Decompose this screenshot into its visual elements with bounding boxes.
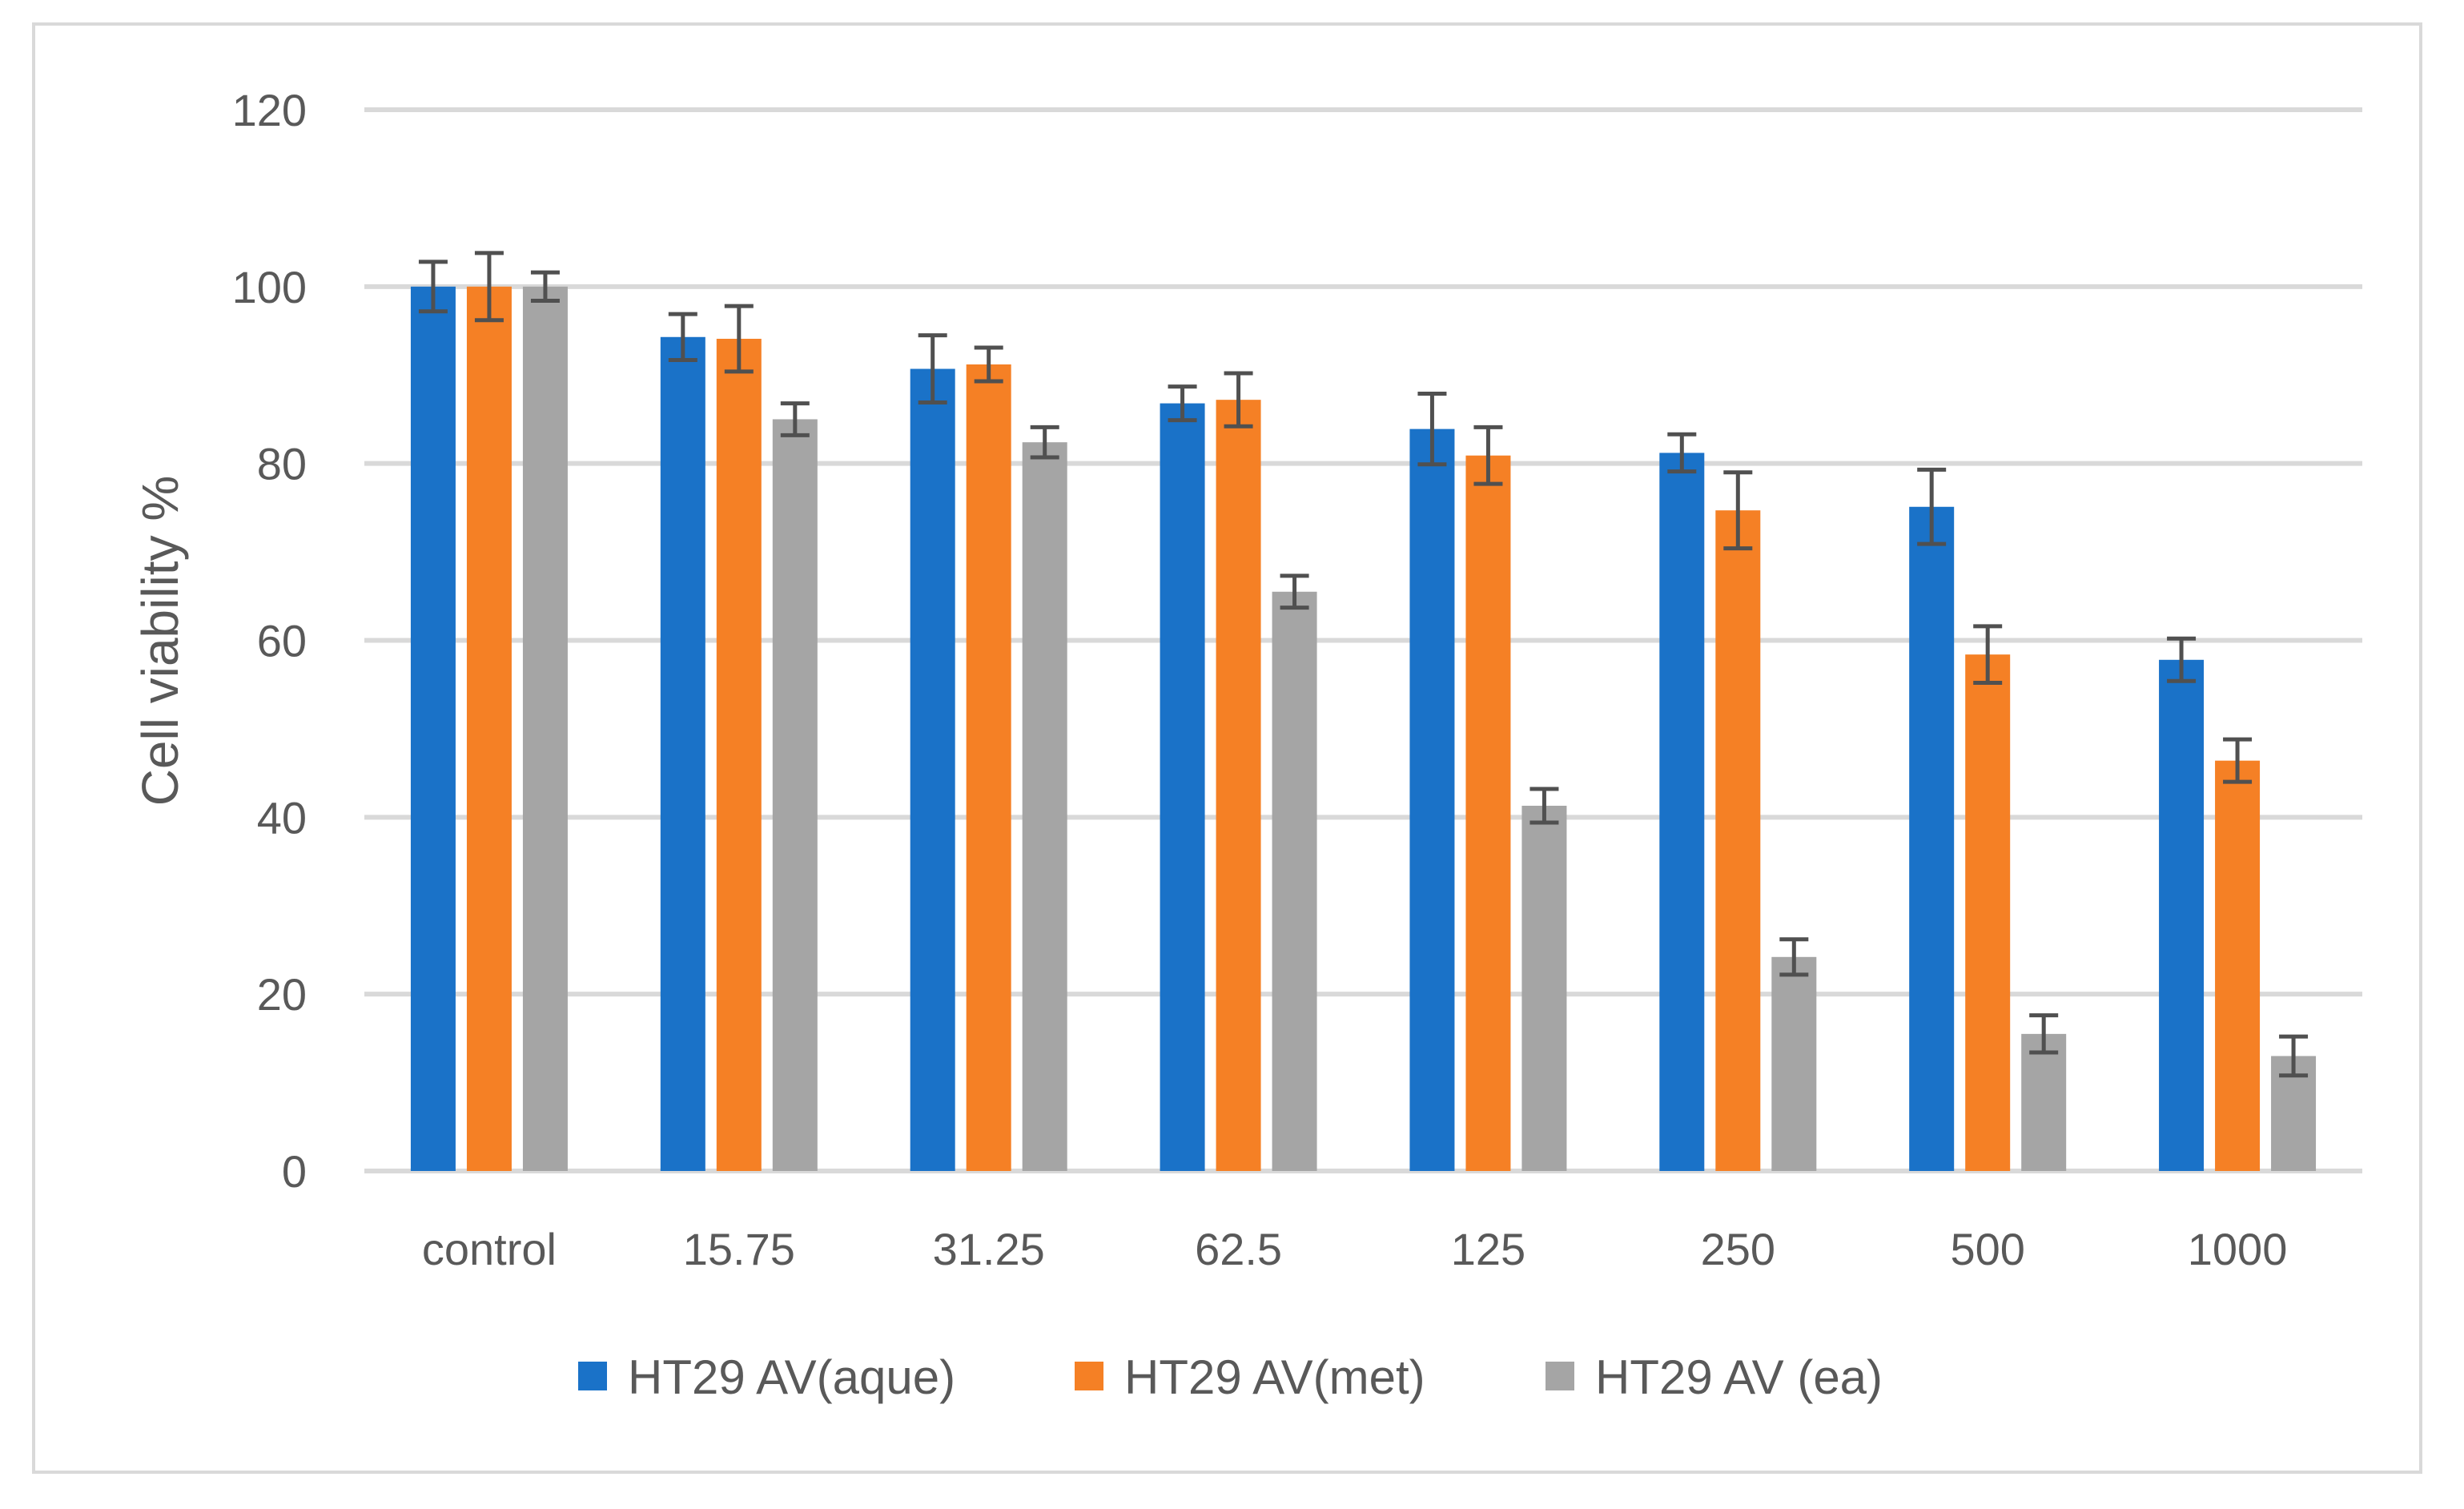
legend-swatch — [1075, 1362, 1103, 1390]
y-tick-label: 120 — [232, 85, 307, 135]
error-bar — [418, 260, 448, 314]
bar-3-125 — [1521, 805, 1567, 1171]
y-axis-title: Cell viability % — [131, 476, 189, 807]
error-bar — [724, 304, 754, 374]
error-bars — [418, 251, 2309, 1078]
error-bar — [2029, 1013, 2059, 1055]
x-tick-label: 500 — [1950, 1224, 2024, 1274]
error-bar — [1280, 573, 1309, 610]
bar-1-125 — [1409, 429, 1455, 1171]
bar-2-31_25 — [966, 364, 1011, 1171]
error-bar — [780, 401, 810, 437]
error-bar — [1723, 470, 1753, 551]
x-tick-label: 31.25 — [933, 1224, 1045, 1274]
x-tick-label: 1000 — [2188, 1224, 2288, 1274]
legend-label: HT29 AV(met) — [1124, 1350, 1425, 1404]
y-axis-ticks: 0 20 40 60 80 100 120 — [232, 85, 307, 1197]
error-bar — [1667, 432, 1697, 474]
bar-2-1000 — [2215, 760, 2261, 1171]
error-bar — [974, 345, 1003, 384]
bars — [410, 286, 2317, 1172]
x-tick-label: control — [422, 1224, 557, 1274]
error-bar — [918, 333, 947, 404]
legend: HT29 AV(aque) HT29 AV(met) HT29 AV (ea) — [578, 1350, 1883, 1404]
bar-2-62_5 — [1216, 400, 1261, 1172]
error-bar — [2167, 636, 2197, 683]
legend-item: HT29 AV (ea) — [1546, 1350, 1883, 1404]
error-bar — [1973, 624, 2003, 685]
legend-label: HT29 AV(aque) — [628, 1350, 955, 1404]
y-tick-label: 80 — [257, 439, 307, 489]
y-tick-label: 40 — [257, 792, 307, 843]
bar-1-1000 — [2159, 659, 2205, 1171]
legend-swatch — [578, 1362, 607, 1390]
bar-3-62_5 — [1272, 591, 1317, 1171]
error-bar — [1224, 371, 1253, 429]
bar-1-62_5 — [1160, 403, 1205, 1171]
legend-item: HT29 AV(met) — [1075, 1350, 1425, 1404]
x-axis-ticks: control 15.75 31.25 62.5 125 250 500 1000 — [422, 1224, 2287, 1274]
bar-2-control — [466, 286, 512, 1171]
bar-1-15_75 — [660, 336, 705, 1171]
error-bar — [1168, 384, 1197, 423]
error-bar — [1030, 425, 1059, 460]
error-bar — [668, 312, 697, 362]
bar-3-250 — [1771, 956, 1817, 1171]
bar-3-31_25 — [1022, 442, 1067, 1171]
y-tick-label: 100 — [232, 262, 307, 312]
x-tick-label: 250 — [1701, 1224, 1775, 1274]
error-bar — [2279, 1034, 2309, 1078]
error-bar — [2223, 737, 2253, 784]
bar-3-500 — [2021, 1033, 2067, 1171]
bar-2-15_75 — [716, 338, 762, 1172]
error-bar — [1917, 467, 1947, 546]
bar-1-500 — [1909, 506, 1955, 1171]
bar-2-250 — [1715, 510, 1761, 1171]
bar-3-15_75 — [772, 419, 818, 1171]
x-tick-label: 62.5 — [1195, 1224, 1282, 1274]
legend-label: HT29 AV (ea) — [1595, 1350, 1883, 1404]
bar-2-125 — [1465, 455, 1511, 1171]
bar-1-31_25 — [910, 368, 955, 1171]
y-tick-label: 60 — [257, 616, 307, 666]
legend-item: HT29 AV(aque) — [578, 1350, 955, 1404]
error-bar — [530, 270, 560, 303]
x-tick-label: 125 — [1451, 1224, 1525, 1274]
error-bar — [1779, 937, 1809, 977]
error-bar — [1417, 391, 1447, 467]
error-bar — [474, 251, 504, 323]
y-tick-label: 20 — [257, 969, 307, 1020]
error-bar — [1473, 425, 1503, 486]
bar-2-500 — [1965, 654, 2011, 1171]
error-bar — [1529, 787, 1559, 825]
x-tick-label: 15.75 — [683, 1224, 795, 1274]
bar-1-control — [410, 286, 456, 1171]
bar-3-control — [522, 286, 568, 1171]
legend-swatch — [1546, 1362, 1574, 1390]
bar-1-250 — [1659, 453, 1705, 1171]
y-tick-label: 0 — [282, 1146, 307, 1197]
